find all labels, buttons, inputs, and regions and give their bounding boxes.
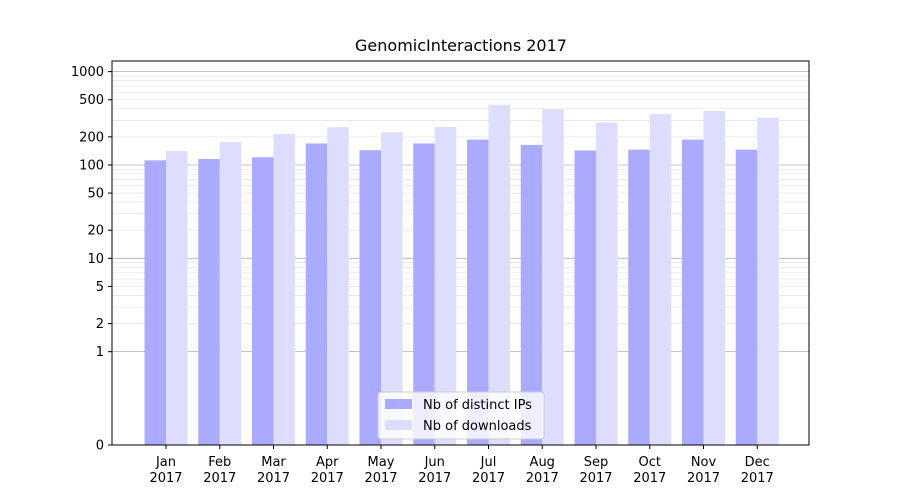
x-tick-label: Mar 2017 <box>257 455 290 486</box>
x-tick-label: Aug 2017 <box>526 455 559 486</box>
y-tick-label: 2 <box>96 317 104 332</box>
bar-downloads <box>273 133 295 445</box>
legend-label: Nb of distinct IPs <box>423 398 532 413</box>
bar-downloads <box>649 114 672 445</box>
bar-distinct-ips <box>735 149 758 446</box>
y-tick-label: 100 <box>79 158 104 173</box>
y-tick-label: 1000 <box>71 65 104 80</box>
legend-box <box>377 391 545 440</box>
x-tick-label: Feb 2017 <box>203 455 236 486</box>
bar-downloads <box>219 142 242 445</box>
chart-title: GenomicInteractions 2017 <box>355 36 567 55</box>
y-tick-label: 50 <box>87 187 104 202</box>
bar-downloads <box>166 151 188 446</box>
y-tick-label: 500 <box>79 93 104 108</box>
bar-downloads <box>381 132 403 445</box>
x-axis: Jan 2017 Feb 2017 Mar 2017 Apr 2017 May 2017 Jun 20… <box>149 445 774 486</box>
bar-distinct-ips <box>198 158 220 445</box>
legend-swatch <box>385 420 412 430</box>
x-tick-label: May 2017 <box>364 455 397 486</box>
x-tick-label: Oct 2017 <box>633 455 666 486</box>
y-tick-label: 200 <box>79 130 104 145</box>
x-tick-label: Dec 2017 <box>741 455 774 486</box>
x-tick-label: Jul 2017 <box>472 455 505 486</box>
bar-distinct-ips <box>520 144 543 445</box>
x-tick-label: Apr 2017 <box>311 455 344 486</box>
bar-distinct-ips <box>413 143 435 445</box>
y-tick-label: 0 <box>96 439 104 454</box>
bar-distinct-ips <box>144 160 166 445</box>
bar-distinct-ips <box>574 150 596 445</box>
bar-distinct-ips <box>252 157 274 445</box>
y-tick-label: 20 <box>87 224 104 239</box>
legend-swatch <box>385 399 412 409</box>
x-tick-label: Nov 2017 <box>687 455 720 486</box>
bar-distinct-ips <box>467 139 489 445</box>
x-tick-label: Jun 2017 <box>418 455 451 486</box>
bar-downloads <box>434 126 457 446</box>
bars <box>144 104 779 446</box>
bar-downloads <box>757 117 779 446</box>
bar-downloads <box>596 122 618 445</box>
bar-distinct-ips <box>682 139 704 445</box>
y-tick-label: 1 <box>96 345 104 360</box>
bar-distinct-ips <box>305 143 328 445</box>
y-axis: 0 1 2 5 10 20 50 100 200 500 1000 <box>71 65 112 454</box>
x-tick-label: Sep 2017 <box>579 455 612 486</box>
y-tick-label: 10 <box>87 252 104 267</box>
bar-downloads <box>327 127 349 445</box>
bar-downloads <box>488 104 510 446</box>
legend: Nb of distinct IPs Nb of downloads <box>377 391 545 440</box>
x-tick-label: Jan 2017 <box>149 455 182 486</box>
bar-downloads <box>542 109 564 445</box>
bar-distinct-ips <box>628 149 650 446</box>
y-tick-label: 5 <box>96 280 104 295</box>
bar-downloads <box>703 110 725 445</box>
legend-label: Nb of downloads <box>423 419 532 434</box>
bar-distinct-ips <box>359 150 381 446</box>
plot-frame <box>111 60 810 446</box>
